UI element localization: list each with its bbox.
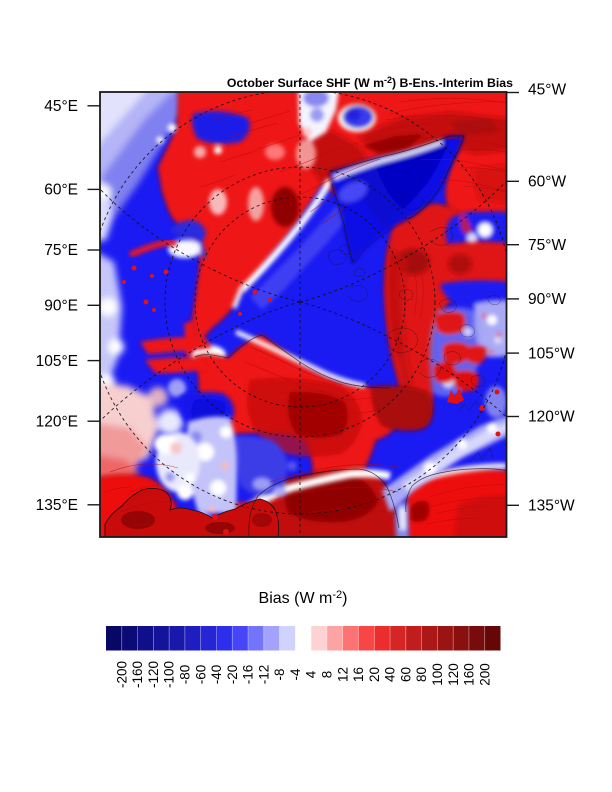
svg-text:105°W: 105°W — [528, 345, 575, 362]
svg-text:135°W: 135°W — [528, 498, 575, 515]
svg-text:-4: -4 — [288, 668, 303, 680]
svg-text:60°E: 60°E — [44, 182, 78, 199]
svg-text:80: 80 — [414, 667, 429, 682]
svg-text:-20: -20 — [225, 665, 240, 685]
svg-text:90°E: 90°E — [44, 298, 78, 315]
svg-text:75°W: 75°W — [528, 237, 566, 254]
svg-text:20: 20 — [367, 667, 382, 682]
svg-text:40: 40 — [383, 667, 398, 682]
svg-text:105°E: 105°E — [36, 353, 78, 370]
svg-text:-100: -100 — [162, 661, 177, 688]
svg-text:45°E: 45°E — [44, 98, 78, 115]
svg-text:12: 12 — [335, 667, 350, 682]
svg-text:-8: -8 — [272, 668, 287, 680]
svg-text:100: 100 — [430, 663, 445, 686]
svg-text:8: 8 — [320, 671, 335, 679]
svg-text:90°W: 90°W — [528, 291, 566, 308]
svg-text:120°E: 120°E — [36, 413, 78, 430]
svg-text:135°E: 135°E — [36, 497, 78, 514]
svg-text:-200: -200 — [114, 661, 129, 688]
svg-text:200: 200 — [477, 663, 492, 686]
svg-text:120°W: 120°W — [528, 409, 575, 426]
svg-text:60°W: 60°W — [528, 174, 566, 191]
svg-text:-12: -12 — [256, 665, 271, 685]
svg-text:45°W: 45°W — [528, 82, 566, 99]
svg-text:160: 160 — [462, 663, 477, 686]
svg-text:-80: -80 — [177, 665, 192, 685]
svg-text:October Surface SHF (W m-2) B-: October Surface SHF (W m-2) B-Ens.-Inter… — [227, 75, 513, 90]
svg-text:16: 16 — [351, 667, 366, 682]
svg-text:75°E: 75°E — [44, 242, 78, 259]
svg-text:-120: -120 — [146, 661, 161, 688]
svg-text:120: 120 — [446, 663, 461, 686]
svg-text:-60: -60 — [193, 665, 208, 685]
svg-text:-160: -160 — [130, 661, 145, 688]
svg-text:Bias (W m-2): Bias (W m-2) — [259, 589, 348, 607]
svg-text:-16: -16 — [241, 665, 256, 685]
svg-text:4: 4 — [304, 670, 319, 678]
svg-text:-40: -40 — [209, 665, 224, 685]
svg-text:60: 60 — [398, 667, 413, 682]
